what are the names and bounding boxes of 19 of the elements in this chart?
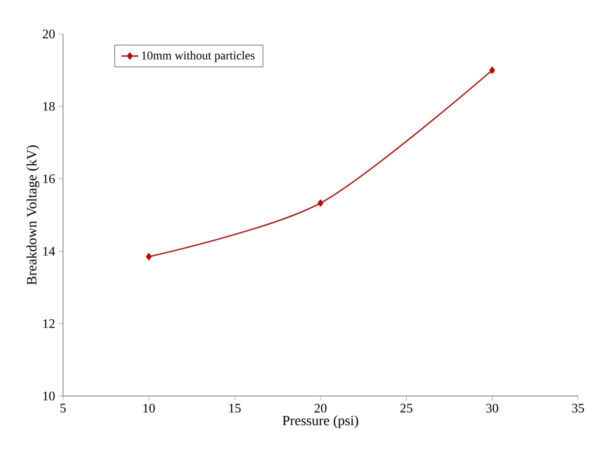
x-tick-label: 15 [229, 404, 241, 413]
y-tick-label: 18 [43, 102, 55, 111]
x-tick-label: 25 [400, 404, 412, 413]
y-tick-label: 10 [43, 392, 55, 400]
x-tick-label: 5 [60, 404, 66, 412]
point [489, 66, 496, 74]
point [146, 253, 152, 260]
legend-label: 10mm without particles [142, 51, 255, 62]
x-tick-label: 10 [143, 404, 155, 413]
x-tick-label: 35 [572, 404, 584, 413]
y-tick-label: 16 [43, 174, 55, 184]
y-axis-title: Breakdown Voltage (kV) [26, 145, 40, 285]
point [318, 199, 324, 207]
y-tick-label: 12 [43, 319, 54, 328]
y-tick-label: 14 [43, 246, 56, 256]
x-tick-label: 30 [486, 404, 498, 413]
x-axis-title: Pressure (psi) [282, 415, 358, 428]
y-tick-label: 20 [42, 30, 55, 38]
x-tick-label: 20 [314, 404, 327, 413]
